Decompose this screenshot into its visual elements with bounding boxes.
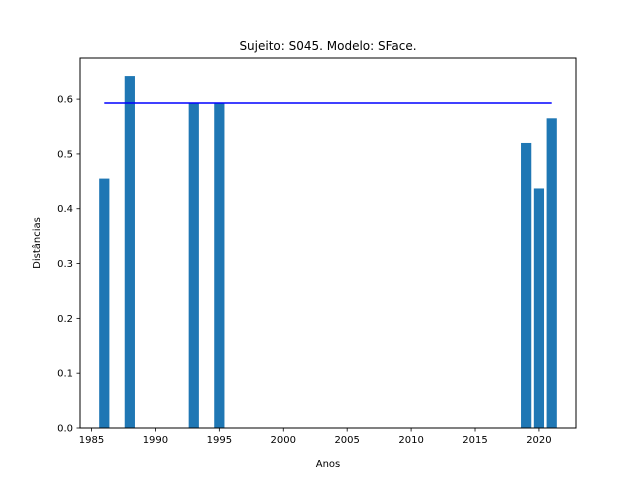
bars-group bbox=[99, 76, 557, 429]
bar-1993 bbox=[188, 102, 199, 428]
plot-frame bbox=[79, 57, 577, 429]
y-tick-label: 0.3 bbox=[57, 259, 73, 270]
x-axis-ticks: 1985 1990 1995 2000 2005 2010 2015 2020 bbox=[79, 428, 552, 446]
x-axis-label: Anos bbox=[316, 459, 341, 470]
bar-1986 bbox=[99, 178, 110, 428]
y-axis-ticks: 0.0 0.1 0.2 0.3 0.4 0.5 0.6 bbox=[57, 95, 80, 435]
x-tick-label: 2005 bbox=[334, 435, 359, 446]
y-tick-label: 0.4 bbox=[57, 204, 73, 215]
x-tick-label: 2000 bbox=[271, 435, 296, 446]
y-tick-label: 0.2 bbox=[57, 314, 73, 325]
y-tick-label: 0.1 bbox=[57, 369, 73, 380]
x-tick-label: 1985 bbox=[79, 435, 104, 446]
y-axis-label: Distâncias bbox=[31, 217, 43, 269]
x-tick-label: 2015 bbox=[462, 435, 487, 446]
chart-title: Sujeito: S045. Modelo: SFace. bbox=[239, 39, 416, 53]
y-tick-label: 0.5 bbox=[57, 149, 73, 160]
x-tick-label: 1995 bbox=[207, 435, 232, 446]
bar-1995 bbox=[214, 102, 225, 428]
x-tick-label: 1990 bbox=[143, 435, 168, 446]
x-tick-label: 2020 bbox=[526, 435, 551, 446]
bar-2020 bbox=[533, 188, 545, 428]
x-tick-label: 2010 bbox=[398, 435, 423, 446]
bar-1988 bbox=[124, 76, 135, 428]
y-tick-label: 0.0 bbox=[57, 424, 73, 435]
bar-2021 bbox=[546, 118, 557, 428]
y-tick-label: 0.6 bbox=[57, 95, 73, 106]
bar-2019 bbox=[521, 142, 532, 429]
